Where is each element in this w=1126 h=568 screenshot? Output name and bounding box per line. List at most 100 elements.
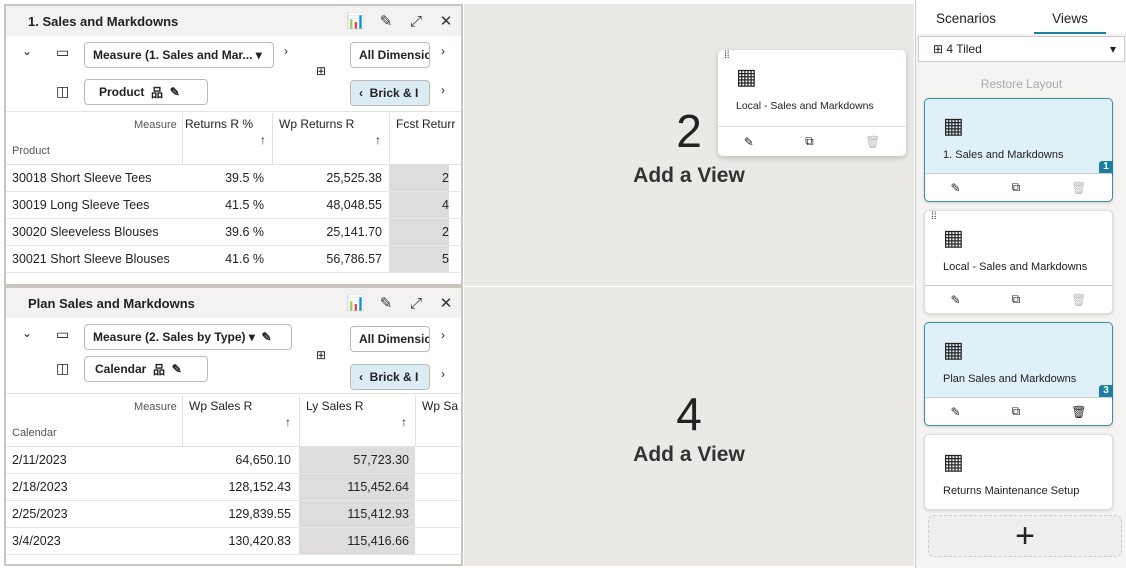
dropdown-arrow-icon: ▾ xyxy=(1109,42,1116,56)
next-chevron-icon[interactable]: › xyxy=(441,44,445,58)
add-view-button[interactable]: + xyxy=(928,515,1122,557)
add-view-label[interactable]: Add a View xyxy=(633,164,745,187)
cell[interactable]: 39.6 % xyxy=(225,225,264,239)
filter-dropdown[interactable]: All Dimensio xyxy=(350,42,430,68)
delete-icon[interactable]: 🗑 xyxy=(1071,404,1087,419)
cell[interactable]: 39.5 % xyxy=(225,171,264,185)
table-row[interactable]: 30018 Short Sleeve Tees 39.5 % 25,525.38… xyxy=(6,165,461,192)
tile-badge: 1 xyxy=(1099,161,1113,176)
link-icon[interactable]: ⊞ xyxy=(316,348,327,362)
duplicate-icon[interactable]: ⧉ xyxy=(1011,180,1021,194)
measure-dropdown[interactable]: Measure (2. Sales by Type) ▾ ✎ xyxy=(84,324,292,350)
cell[interactable]: 2 xyxy=(389,165,449,191)
hierarchy-icon[interactable]: 品 xyxy=(151,85,164,100)
table-row[interactable]: 2/18/2023 128,152.43 115,452.64 xyxy=(6,474,461,501)
cell[interactable]: 41.5 % xyxy=(225,198,264,212)
close-icon[interactable]: ✕ xyxy=(439,295,453,312)
add-view-label[interactable]: Add a View xyxy=(633,443,745,466)
sort-icon[interactable]: ↑ xyxy=(375,133,381,147)
filter-dropdown[interactable]: All Dimensio xyxy=(350,326,430,352)
collapse-chevron-icon[interactable]: ⌄ xyxy=(22,326,33,340)
edit-icon[interactable]: ✎ xyxy=(743,134,754,149)
table-row[interactable]: 2/11/2023 64,650.10 57,723.30 xyxy=(6,447,461,474)
duplicate-icon[interactable]: ⧉ xyxy=(1011,292,1021,306)
cell[interactable]: 130,420.83 xyxy=(228,534,291,548)
table-row[interactable]: 2/25/2023 129,839.55 115,412.93 xyxy=(6,501,461,528)
edit-icon[interactable]: ✎ xyxy=(379,295,393,312)
drag-handle-icon[interactable]: ⁞⁞ xyxy=(724,50,730,61)
column-header[interactable]: Ly Sales R xyxy=(306,399,364,413)
prev-chevron-icon[interactable]: ‹ xyxy=(359,370,363,384)
view-card[interactable]: ⁞⁞ ▦ Local - Sales and Markdowns ✎ ⧉ 🗑 xyxy=(924,210,1113,314)
brick-selector[interactable]: ‹ Brick & I xyxy=(350,364,430,390)
sort-icon[interactable]: ↑ xyxy=(260,133,266,147)
view-card[interactable]: ▦ Plan Sales and Markdowns 3 ✎ ⧉ 🗑 xyxy=(924,322,1113,426)
link-icon[interactable]: ⊞ xyxy=(316,64,327,78)
row-label: 2/18/2023 xyxy=(12,480,68,494)
table-row[interactable]: 30019 Long Sleeve Tees 41.5 % 48,048.55 … xyxy=(6,192,461,219)
column-header[interactable]: Wp Returns R xyxy=(279,117,355,131)
layout-dropdown[interactable]: ⊞ 4 Tiled ▾ xyxy=(918,36,1125,62)
next-chevron-icon[interactable]: › xyxy=(441,83,445,97)
prev-chevron-icon[interactable]: ‹ xyxy=(359,86,363,100)
empty-tile-2[interactable]: 2 Add a View ⁞⁞ ▦ Local - Sales and Mark… xyxy=(464,4,914,286)
chart-icon[interactable]: 📊 xyxy=(346,13,366,30)
cell[interactable]: 25,525.38 xyxy=(326,171,382,185)
cell[interactable]: 115,412.93 xyxy=(299,501,415,527)
next-chevron-icon[interactable]: › xyxy=(284,44,288,58)
collapse-chevron-icon[interactable]: ⌄ xyxy=(22,44,33,58)
cell[interactable]: 5 xyxy=(389,246,449,272)
duplicate-icon[interactable]: ⧉ xyxy=(805,134,814,148)
tab-views[interactable]: Views xyxy=(1034,11,1106,34)
cell[interactable]: 48,048.55 xyxy=(326,198,382,212)
measure-dropdown[interactable]: Measure (1. Sales and Mar... ▾ xyxy=(84,42,274,68)
edit-icon[interactable]: ✎ xyxy=(950,404,961,419)
sort-icon[interactable]: ↑ xyxy=(401,415,407,429)
cell[interactable]: 115,452.64 xyxy=(299,474,415,500)
cell[interactable]: 128,152.43 xyxy=(228,480,291,494)
cell[interactable]: 115,416.66 xyxy=(299,528,415,554)
row-label: 2/11/2023 xyxy=(12,453,67,467)
next-chevron-icon[interactable]: › xyxy=(441,367,445,381)
cell[interactable]: 57,723.30 xyxy=(299,447,415,473)
cell[interactable]: 56,786.57 xyxy=(326,252,382,266)
edit-icon[interactable]: ✎ xyxy=(950,180,961,195)
view-card[interactable]: ▦ 1. Sales and Markdowns 1 ✎ ⧉ 🗑 xyxy=(924,98,1113,202)
edit-icon[interactable]: ✎ xyxy=(261,330,272,344)
table-row[interactable]: 30021 Short Sleeve Blouses 41.6 % 56,786… xyxy=(6,246,461,273)
maximize-icon[interactable]: ⤢ xyxy=(409,294,422,312)
column-header[interactable]: Fcst Returr xyxy=(396,117,456,131)
edit-icon[interactable]: ✎ xyxy=(169,85,180,99)
column-header[interactable]: Wp Sa xyxy=(422,399,459,413)
next-chevron-icon[interactable]: › xyxy=(441,328,445,342)
drag-handle-icon[interactable]: ⁞⁞ xyxy=(931,211,937,222)
column-header[interactable]: Returns R % xyxy=(185,117,254,131)
table-row[interactable]: 30020 Sleeveless Blouses 39.6 % 25,141.7… xyxy=(6,219,461,246)
chart-icon[interactable]: 📊 xyxy=(346,295,366,312)
dragged-view-card[interactable]: ⁞⁞ ▦ Local - Sales and Markdowns ✎ ⧉ 🗑 xyxy=(718,50,906,156)
column-header[interactable]: Wp Sales R xyxy=(189,399,253,413)
sort-icon[interactable]: ↑ xyxy=(285,415,291,429)
hierarchy-icon[interactable]: 品 xyxy=(153,362,166,377)
cell[interactable]: 41.6 % xyxy=(225,252,264,266)
edit-icon[interactable]: ✎ xyxy=(379,13,393,30)
close-icon[interactable]: ✕ xyxy=(439,13,453,30)
empty-tile-4[interactable]: 4 Add a View xyxy=(464,287,914,566)
edit-icon[interactable]: ✎ xyxy=(950,292,961,307)
cell[interactable]: 129,839.55 xyxy=(228,507,291,521)
duplicate-icon[interactable]: ⧉ xyxy=(1011,404,1021,418)
edit-icon[interactable]: ✎ xyxy=(171,362,182,376)
tab-scenarios[interactable]: Scenarios xyxy=(936,11,997,26)
row-dimension-label: Product xyxy=(99,85,145,99)
cell[interactable]: 64,650.10 xyxy=(235,453,291,467)
cell[interactable]: 4 xyxy=(389,192,449,218)
cell[interactable]: 25,141.70 xyxy=(326,225,382,239)
brick-selector[interactable]: ‹ Brick & I xyxy=(350,80,430,106)
row-dimension-button[interactable]: Calendar 品 ✎ xyxy=(84,356,208,382)
maximize-icon[interactable]: ⤢ xyxy=(409,12,422,30)
cell[interactable]: 2 xyxy=(389,219,449,245)
panel-title: 1. Sales and Markdowns xyxy=(28,13,179,29)
view-card[interactable]: ▦ Returns Maintenance Setup xyxy=(924,434,1113,510)
row-dimension-button[interactable]: Product 品 ✎ xyxy=(84,79,208,105)
table-row[interactable]: 3/4/2023 130,420.83 115,416.66 xyxy=(6,528,461,555)
